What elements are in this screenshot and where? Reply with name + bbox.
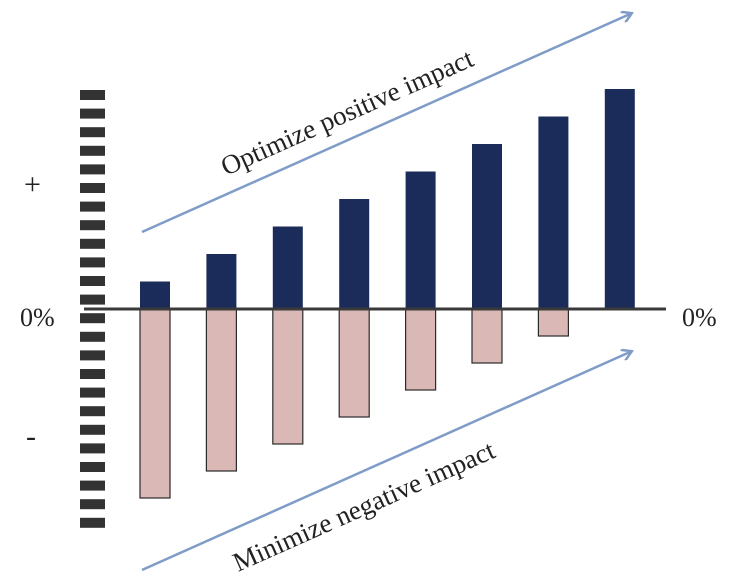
scale-dash-14: [80, 331, 105, 342]
scale-dash-6: [80, 183, 105, 193]
scale-dash-4: [80, 145, 105, 156]
negative-bar-7: [537, 308, 570, 337]
scale-dash-20: [80, 443, 105, 454]
scale-dash-3: [80, 127, 105, 138]
negative-trend-arrow: [141, 352, 630, 572]
scale-dash-10: [80, 257, 105, 268]
scale-dash-15: [80, 350, 105, 361]
zero-label-right: 0%: [682, 303, 717, 332]
positive-trend-arrow: [141, 14, 630, 234]
negative-sign-label: -: [26, 420, 36, 453]
negative-bar-6: [471, 308, 503, 364]
scale-dash-24: [80, 517, 105, 528]
scale-dash-16: [80, 369, 105, 379]
scale-dash-7: [80, 201, 105, 212]
scale-dash-19: [80, 424, 105, 435]
scale-dash-23: [80, 499, 105, 510]
positive-bar-8: [604, 89, 635, 309]
negative-bar-2: [205, 308, 237, 472]
scale-dash-11: [80, 276, 105, 286]
scale-dash-22: [80, 480, 105, 491]
positive-bar-7: [538, 116, 569, 309]
positive-bar-5: [405, 171, 436, 309]
scale-dash-5: [80, 164, 105, 175]
scale-dash-21: [80, 462, 105, 472]
scale-dash-13: [80, 313, 105, 324]
scale-dash-9: [80, 238, 105, 249]
positive-bar-2: [206, 254, 237, 309]
scale-dash-1: [80, 90, 105, 100]
scale-dash-2: [80, 108, 105, 119]
negative-trend-label: Minimize negative impact: [228, 435, 500, 578]
zero-label-left: 0%: [20, 303, 55, 332]
dashed-scale-bar: [80, 90, 105, 528]
positive-bar-1: [140, 281, 170, 309]
scale-dash-8: [80, 220, 105, 231]
negative-bar-1: [139, 308, 171, 499]
scale-dash-18: [80, 406, 105, 417]
negative-bar-4: [338, 308, 370, 418]
bar-group: [139, 89, 635, 499]
scale-dash-12: [80, 294, 105, 305]
positive-trend-label: Optimize positive impact: [216, 43, 478, 182]
positive-bar-3: [272, 226, 303, 309]
positive-bar-4: [339, 199, 370, 309]
negative-bar-5: [405, 308, 437, 391]
scale-dash-17: [80, 387, 105, 398]
positive-bar-6: [472, 144, 502, 309]
positive-sign-label: +: [24, 168, 41, 201]
negative-bar-3: [272, 308, 304, 445]
